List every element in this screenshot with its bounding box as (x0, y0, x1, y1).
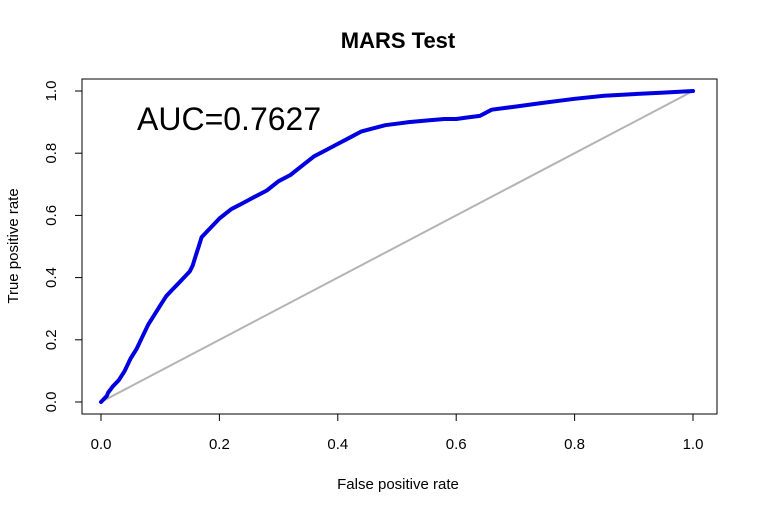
series-layer (99, 89, 695, 404)
y-axis-label: True positive rate (5, 188, 22, 303)
auc-annotation: AUC=0.7627 (137, 101, 321, 137)
y-tick-label: 0.6 (43, 205, 60, 226)
y-tick-label: 1.0 (43, 81, 60, 102)
reference-diagonal-line (100, 90, 694, 403)
x-axis-label: False positive rate (337, 476, 459, 493)
y-tick-label: 0.4 (43, 267, 60, 288)
roc-curve-line (99, 89, 695, 404)
x-tick-label: 0.8 (564, 436, 585, 453)
x-tick-label: 0.4 (327, 436, 348, 453)
x-tick-label: 1.0 (683, 436, 704, 453)
y-tick-label: 0.8 (43, 143, 60, 164)
y-tick-label: 0.2 (43, 329, 60, 350)
x-tick-label: 0.6 (446, 436, 467, 453)
y-axis-ticks: 0.0 0.2 0.4 0.6 0.8 1.0 (43, 81, 82, 413)
x-tick-label: 0.0 (91, 436, 112, 453)
x-tick-label: 0.2 (209, 436, 230, 453)
chart-title: MARS Test (341, 28, 456, 53)
plot-frame (81, 78, 718, 415)
x-axis-ticks: 0.0 0.2 0.4 0.6 0.8 1.0 (91, 414, 704, 453)
y-tick-label: 0.0 (43, 392, 60, 413)
